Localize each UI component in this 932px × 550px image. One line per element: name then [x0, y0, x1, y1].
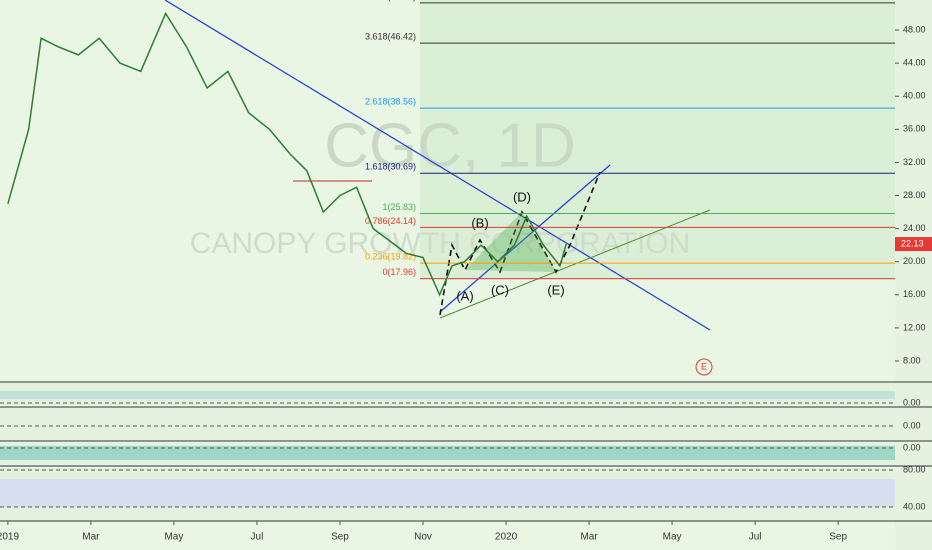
- indicator-tick-label: 0.00: [903, 397, 921, 407]
- wave-label: (B): [471, 215, 488, 230]
- fib-label: 0(17.96): [382, 267, 416, 277]
- fib-label: 1(25.83): [382, 202, 416, 212]
- fib-label: 4.236(51.28): [365, 0, 416, 1]
- watermark: CGC, 1D: [324, 111, 575, 180]
- indicator-tick-label: 0.00: [903, 420, 921, 430]
- wave-path: [439, 171, 601, 316]
- wave-label: (D): [513, 189, 531, 204]
- wave-label: (E): [547, 282, 564, 297]
- y-tick-label: 40.00: [903, 91, 926, 101]
- y-tick-label: 20.00: [903, 256, 926, 266]
- panel: [0, 408, 895, 440]
- last-price: 22.13: [901, 238, 924, 248]
- x-tick-label: 2019: [0, 532, 19, 543]
- price-axis: [895, 0, 932, 550]
- y-tick-label: 36.00: [903, 124, 926, 134]
- x-tick-label: Nov: [414, 532, 432, 543]
- y-tick-label: 12.00: [903, 322, 926, 332]
- triangle: [465, 212, 556, 272]
- x-tick-label: Mar: [82, 532, 100, 543]
- fib-label: 1.618(30.69): [365, 162, 416, 172]
- fib-zone: [420, 0, 895, 280]
- band: [0, 479, 895, 507]
- x-tick-label: Mar: [580, 532, 598, 543]
- wave-label: (A): [456, 288, 473, 303]
- fib-label: 3.618(46.42): [365, 31, 416, 41]
- event-marker-circle: [695, 358, 713, 376]
- support-line: [439, 209, 711, 319]
- x-tick-label: Sep: [829, 532, 847, 543]
- indicator-tick-label: 80.00: [903, 464, 926, 474]
- x-tick-label: Jul: [749, 532, 762, 543]
- y-tick-label: 8.00: [903, 355, 921, 365]
- y-tick-label: 44.00: [903, 58, 926, 68]
- fib-label: 0.236(19.82): [365, 252, 416, 262]
- x-tick-label: May: [164, 532, 183, 543]
- last-price-box: [895, 237, 932, 252]
- y-tick-label: 32.00: [903, 157, 926, 167]
- y-tick-label: 48.00: [903, 24, 926, 34]
- indicator-tick-label: 40.00: [903, 501, 926, 511]
- indicator-panels: [0, 381, 932, 522]
- watermark-sub: CANOPY GROWTH CORPORATION: [190, 227, 691, 260]
- price-line: [7, 11, 567, 297]
- fib-label: 0.786(24.14): [365, 216, 416, 226]
- y-tick-label: 28.00: [903, 190, 926, 200]
- event-marker: E: [701, 361, 707, 371]
- band: [0, 446, 895, 460]
- wave-label: (C): [491, 282, 509, 297]
- channel-line: [439, 164, 611, 313]
- x-tick-label: Jul: [251, 532, 264, 543]
- x-tick-label: May: [663, 532, 682, 543]
- indicator-tick-label: 0.00: [903, 442, 921, 452]
- trend-line: [164, 0, 711, 331]
- y-tick-label: 24.00: [903, 223, 926, 233]
- x-tick-label: Sep: [331, 532, 349, 543]
- fib-label: 2.618(38.56): [365, 97, 416, 107]
- band: [0, 391, 895, 399]
- y-tick-label: 16.00: [903, 289, 926, 299]
- x-tick-label: 2020: [495, 532, 518, 543]
